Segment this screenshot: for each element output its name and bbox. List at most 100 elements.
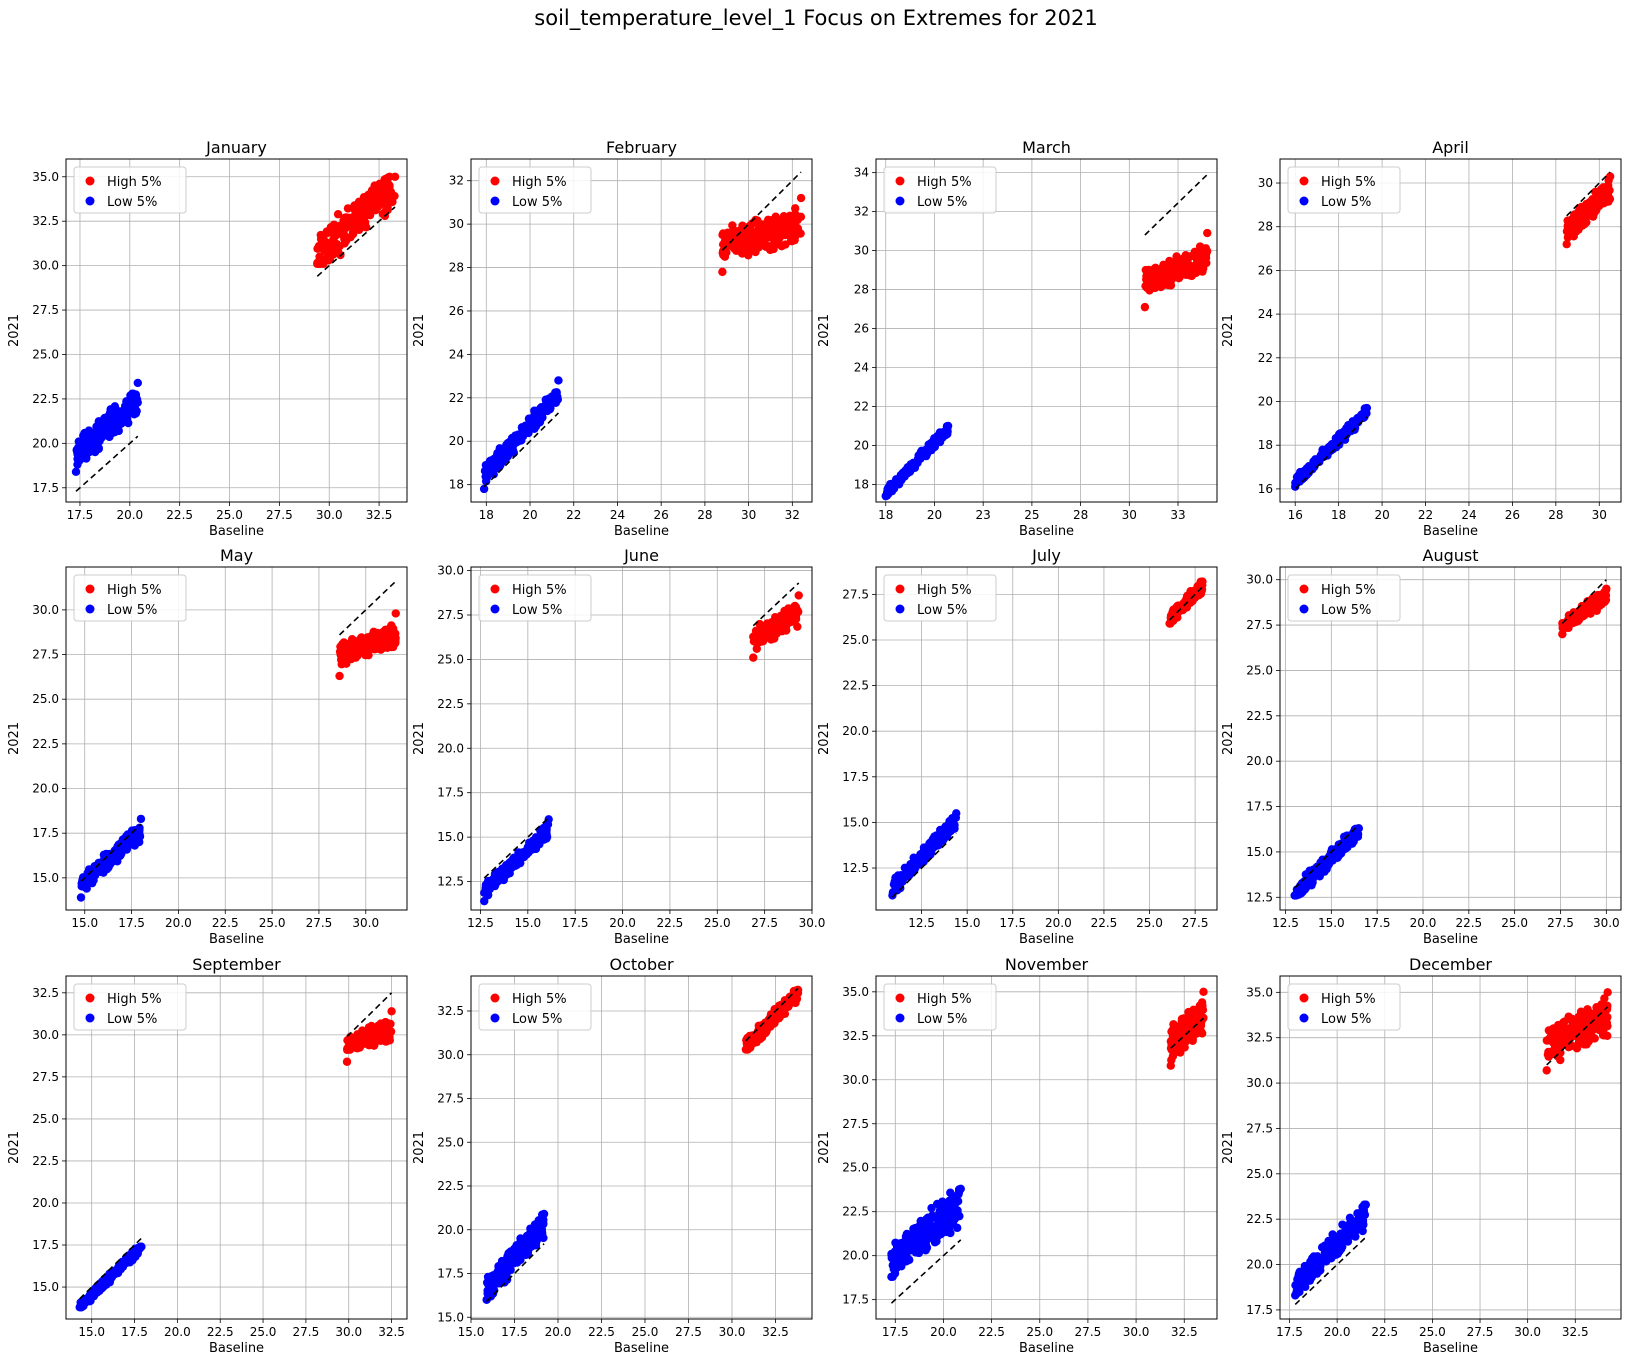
reference-line — [486, 1243, 545, 1303]
low-point — [101, 849, 111, 859]
low-point — [1334, 851, 1343, 861]
y-tick-label: 30.0 — [437, 564, 464, 578]
chart-march: 18 20 23 25 28 30 33 18 20 22 24 26 28 30 32 34 March Bas… — [817, 138, 1218, 539]
legend: High 5% Low 5% — [478, 574, 592, 622]
low-point — [948, 1201, 957, 1210]
points-layer — [479, 171, 806, 494]
low-point — [1291, 1291, 1300, 1300]
legend-marker-high — [895, 176, 905, 186]
high-point — [725, 229, 734, 239]
high-point — [340, 213, 350, 223]
high-point — [1156, 278, 1165, 287]
points-layer — [1291, 988, 1612, 1306]
high-point — [1182, 596, 1192, 605]
high-point — [734, 240, 744, 249]
high-point — [350, 222, 360, 232]
y-tick-label: 25.0 — [32, 1112, 59, 1126]
high-point — [1563, 224, 1573, 234]
chart-april: 16 18 20 22 24 26 28 30 16 18 20 22 24 26 28 30 April Bas… — [1221, 138, 1622, 539]
x-tick-label: 27.5 — [751, 916, 778, 930]
high-point — [366, 1024, 375, 1034]
y-axis-label: 2021 — [817, 722, 832, 755]
legend-label-low: Low 5% — [917, 1012, 967, 1027]
y-tick-label: 27.5 — [1246, 618, 1273, 632]
reference-line — [79, 1237, 142, 1300]
x-tick-label: 20.0 — [930, 1325, 957, 1339]
low-point — [1311, 868, 1321, 878]
y-tick-label: 20 — [854, 438, 869, 452]
high-point — [358, 1038, 367, 1047]
legend-marker-low — [85, 1013, 95, 1023]
legend: High 5% Low 5% — [478, 983, 592, 1031]
high-point — [1579, 209, 1589, 218]
axes-frame — [65, 975, 408, 1320]
low-point — [1355, 1214, 1364, 1223]
low-point — [925, 1227, 934, 1237]
x-tick-label: 28 — [1548, 508, 1563, 522]
high-point — [741, 1045, 751, 1054]
points-layer — [71, 172, 400, 492]
low-point — [1350, 417, 1360, 427]
x-tick-label: 30.0 — [1514, 1325, 1541, 1339]
x-tick-label: 22.5 — [166, 508, 193, 522]
y-tick-label: 20.0 — [842, 724, 869, 738]
low-point — [1310, 1261, 1320, 1271]
high-point — [1202, 247, 1212, 256]
legend-label-low: Low 5% — [107, 1012, 157, 1027]
x-tick-label: 20.0 — [545, 1325, 572, 1339]
high-point — [340, 230, 349, 240]
high-point — [1601, 194, 1610, 203]
legend-marker-high — [895, 993, 905, 1003]
axes-frame — [875, 566, 1218, 911]
y-tick-label: 20.0 — [32, 436, 59, 450]
x-tick-label: 30.0 — [352, 916, 379, 930]
high-point — [785, 998, 794, 1008]
low-point — [1321, 1253, 1330, 1262]
legend-label-low: Low 5% — [512, 603, 562, 618]
low-point — [922, 450, 931, 459]
legend-label-high: High 5% — [1321, 992, 1376, 1007]
y-tick-label: 30.0 — [1246, 573, 1273, 587]
x-axis-label: Baseline — [1423, 524, 1478, 539]
y-tick-label: 26 — [1258, 263, 1273, 277]
legend-box — [883, 574, 997, 622]
legend-marker-high — [85, 176, 95, 186]
high-point — [1188, 1022, 1197, 1032]
low-point — [503, 869, 512, 878]
high-point — [1563, 233, 1573, 242]
y-tick-label: 20.0 — [1246, 1258, 1273, 1272]
y-tick-label: 28 — [1258, 220, 1273, 234]
chart-november: 17.5 20.0 22.5 25.0 27.5 30.0 32.5 17.5 20.0 22.5… — [817, 955, 1218, 1356]
low-point — [943, 421, 953, 431]
x-tick-label: 16 — [1288, 508, 1303, 522]
low-point — [523, 1247, 533, 1256]
low-point — [905, 1236, 915, 1245]
x-axis-label: Baseline — [614, 524, 669, 539]
x-tick-label: 30.0 — [316, 508, 343, 522]
x-tick-label: 20.0 — [1045, 916, 1072, 930]
y-tick-label: 12.5 — [1246, 890, 1273, 904]
y-tick-label: 15.0 — [437, 830, 464, 844]
low-point — [537, 402, 546, 412]
low-point — [502, 441, 511, 450]
low-point — [1290, 891, 1299, 900]
high-point — [313, 259, 322, 269]
x-tick-label: 23 — [976, 508, 991, 522]
low-point — [485, 469, 494, 478]
legend-label-high: High 5% — [512, 583, 567, 598]
chart-may: 15.0 17.5 20.0 22.5 25.0 27.5 30.0 15.0 17.5 20.0… — [7, 546, 408, 947]
low-point — [1305, 1271, 1315, 1280]
x-tick-label: 15.0 — [514, 916, 541, 930]
reference-line — [483, 817, 550, 879]
low-point — [485, 1282, 495, 1292]
high-point — [760, 237, 769, 246]
y-tick-label: 22.5 — [842, 1205, 869, 1219]
y-tick-label: 24 — [1258, 307, 1273, 321]
points-layer — [482, 985, 803, 1304]
x-tick-label: 22 — [1418, 508, 1433, 522]
x-tick-label: 25.0 — [1136, 916, 1163, 930]
high-point — [361, 211, 371, 220]
high-point — [1584, 608, 1594, 617]
high-point — [776, 611, 786, 620]
high-point — [377, 638, 386, 647]
